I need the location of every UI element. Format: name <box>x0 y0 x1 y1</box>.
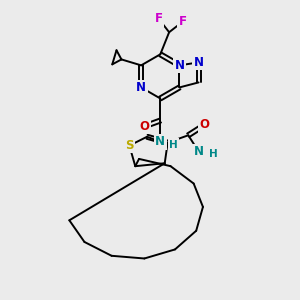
Text: O: O <box>139 120 149 133</box>
Text: N: N <box>194 56 204 69</box>
Text: F: F <box>155 13 163 26</box>
Text: O: O <box>200 118 209 131</box>
Text: N: N <box>136 81 146 94</box>
Text: N: N <box>174 59 184 72</box>
Text: H: H <box>209 149 218 159</box>
Text: S: S <box>125 139 134 152</box>
Text: N: N <box>155 135 165 148</box>
Text: F: F <box>178 15 186 28</box>
Text: N: N <box>194 145 204 158</box>
Text: H: H <box>169 140 178 150</box>
